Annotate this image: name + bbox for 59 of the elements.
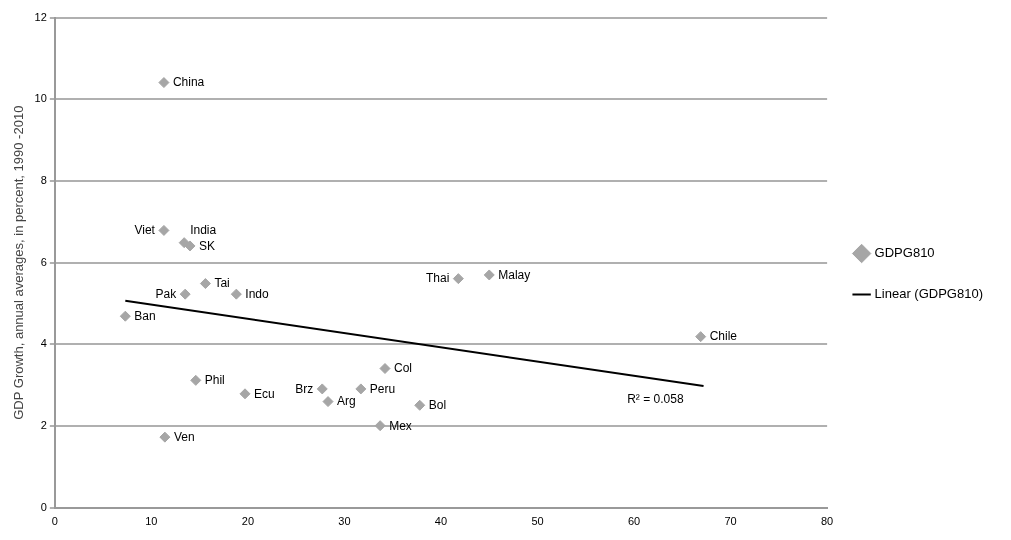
legend-label: GDPG810 bbox=[874, 245, 935, 261]
annotation: China bbox=[172, 75, 205, 90]
annotation: Ban bbox=[134, 309, 156, 324]
x-tick-label: 70 bbox=[724, 515, 737, 528]
annotation: R² = 0.058 bbox=[627, 392, 684, 407]
annotation: Indo bbox=[245, 286, 269, 301]
x-tick-label: 80 bbox=[821, 515, 834, 528]
annotation: Chile bbox=[709, 329, 738, 344]
annotation: Brz bbox=[295, 381, 314, 396]
point bbox=[322, 396, 334, 408]
x-tick-label: 30 bbox=[338, 515, 351, 528]
point bbox=[239, 388, 251, 400]
point bbox=[158, 224, 170, 236]
point bbox=[695, 331, 707, 343]
y-tick-label: 10 bbox=[34, 92, 47, 105]
annotation: Ven bbox=[173, 429, 195, 444]
point bbox=[414, 399, 426, 411]
point bbox=[179, 288, 191, 300]
annotation: SK bbox=[198, 238, 215, 253]
point bbox=[374, 420, 386, 432]
annotation: Tai bbox=[214, 276, 230, 291]
legend-label: Linear (GDPG810) bbox=[874, 286, 984, 302]
y-tick-label: 12 bbox=[34, 10, 47, 23]
x-tick-label: 0 bbox=[51, 515, 58, 528]
x-tick-label: 40 bbox=[434, 515, 448, 528]
point bbox=[230, 288, 242, 300]
annotation: Phil bbox=[204, 373, 225, 388]
annotation: Col bbox=[393, 361, 412, 376]
point bbox=[355, 383, 367, 395]
x-tick-label: 10 bbox=[145, 515, 158, 528]
annotation: Pak bbox=[155, 286, 178, 301]
y-tick-label: 8 bbox=[40, 174, 47, 187]
y-axis-title: GDP Growth, annual averages, in percent, 1990 -2010 bbox=[11, 105, 27, 420]
annotation: India bbox=[190, 223, 217, 238]
point bbox=[483, 269, 495, 281]
point bbox=[199, 278, 211, 290]
x-tick-label: 20 bbox=[241, 515, 255, 528]
annotation: Thai bbox=[426, 271, 450, 286]
point bbox=[158, 77, 170, 89]
point bbox=[379, 363, 391, 374]
point bbox=[316, 383, 328, 395]
y-tick-label: 0 bbox=[40, 500, 47, 513]
annotation: Malay bbox=[498, 267, 531, 282]
annotation: Arg bbox=[337, 394, 356, 409]
x-tick-label: 60 bbox=[627, 515, 641, 528]
y-tick-label: 4 bbox=[40, 337, 47, 350]
annotation: Ecu bbox=[254, 386, 275, 401]
point bbox=[184, 240, 196, 252]
y-tick-label: 6 bbox=[40, 255, 47, 268]
y-tick-label: 2 bbox=[40, 419, 47, 432]
point bbox=[159, 431, 171, 443]
point bbox=[190, 374, 202, 386]
annotation: Mex bbox=[389, 418, 412, 433]
x-tick-label: 50 bbox=[531, 515, 544, 528]
point bbox=[119, 310, 131, 322]
annotation: Peru bbox=[369, 381, 396, 396]
annotation: Bol bbox=[428, 398, 447, 413]
annotation: Viet bbox=[134, 223, 156, 238]
point bbox=[452, 273, 464, 285]
